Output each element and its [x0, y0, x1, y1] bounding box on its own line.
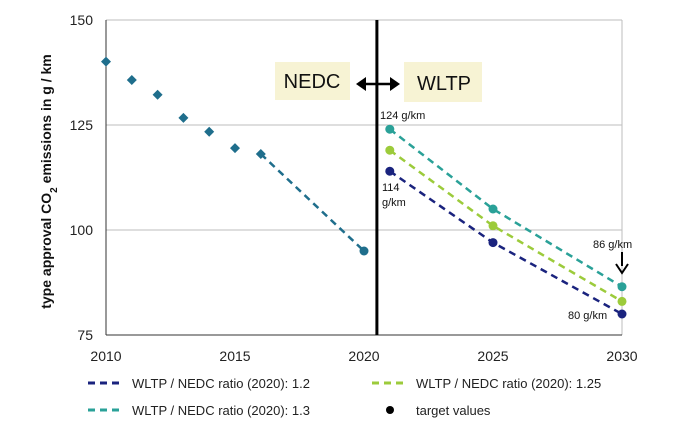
- legend-label-3: WLTP / NEDC ratio (2020): 1.3: [132, 403, 310, 418]
- historical-point-2010: [101, 56, 111, 67]
- double-arrow-icon: [356, 77, 400, 91]
- y-tick-100: 100: [70, 222, 94, 238]
- scenario-3-point-2021: [385, 124, 395, 134]
- legend-target-marker: [386, 406, 394, 414]
- scenario-1-point-2030: [617, 309, 627, 319]
- annotation-80-gkm: 80 g/km: [568, 310, 607, 322]
- scenario-line-3: [389, 128, 623, 288]
- historical-point-2012: [152, 89, 163, 100]
- x-tick-2025: 2025: [477, 348, 508, 364]
- scenario-2-point-2021: [385, 145, 395, 155]
- scenario-line-2: [389, 149, 623, 303]
- legend-label-1: WLTP / NEDC ratio (2020): 1.2: [132, 376, 310, 391]
- annotation-114-unit: g/km: [382, 197, 406, 209]
- annotation-86-gkm: 86 g/km: [593, 239, 632, 251]
- x-tick-2030: 2030: [606, 348, 637, 364]
- x-tick-2010: 2010: [90, 348, 121, 364]
- x-tick-2020: 2020: [348, 348, 379, 364]
- y-tick-125: 125: [70, 117, 94, 133]
- down-arrow-icon: [615, 252, 629, 275]
- historical-point-2015: [230, 143, 240, 154]
- down-arrow-head: [615, 263, 629, 275]
- double-arrow-right-head: [390, 77, 400, 91]
- nedc-label-box: [275, 62, 350, 100]
- annotation-114: 114: [382, 182, 400, 194]
- y-tick-150: 150: [70, 12, 94, 28]
- scenario-2-point-2030: [617, 296, 627, 306]
- scenario-line-1: [389, 170, 623, 316]
- y-tick-75: 75: [77, 327, 93, 343]
- target-point-2020: [359, 246, 369, 256]
- y-axis-label: type approval CO2 emissions in g / km: [38, 54, 60, 309]
- historical-point-2011: [126, 75, 137, 86]
- scenario-3-point-2030: [617, 282, 627, 292]
- annotations: 124 g/km 114 g/km 86 g/km 80 g/km: [380, 110, 632, 322]
- x-tick-2015: 2015: [219, 348, 250, 364]
- nedc-label: NEDC: [284, 71, 341, 93]
- historical-trend-line: [259, 153, 365, 252]
- gridlines: [106, 19, 623, 335]
- legend: WLTP / NEDC ratio (2020): 1.2 WLTP / NEDC…: [88, 376, 601, 418]
- annotation-124-gkm: 124 g/km: [380, 110, 425, 122]
- scenario-3-point-2025: [488, 204, 498, 214]
- data-markers: [101, 56, 627, 319]
- scenario-1-point-2025: [488, 238, 498, 248]
- scenario-1-point-2021: [385, 166, 395, 176]
- legend-label-2: WLTP / NEDC ratio (2020): 1.25: [416, 376, 601, 391]
- historical-point-2014: [204, 126, 215, 137]
- historical-point-2013: [178, 112, 189, 123]
- tick-labels: 2010 2015 2020 2025 2030 75 100 125 150: [70, 12, 638, 364]
- double-arrow-left-head: [356, 77, 366, 91]
- historical-point-2016: [255, 148, 266, 159]
- series-lines: [259, 128, 623, 316]
- scenario-2-point-2025: [488, 221, 498, 231]
- wltp-label: WLTP: [417, 73, 471, 95]
- legend-target-label: target values: [416, 403, 491, 418]
- wltp-label-box: [404, 62, 482, 102]
- region-labels: NEDC WLTP: [275, 62, 482, 102]
- axes: [105, 20, 622, 336]
